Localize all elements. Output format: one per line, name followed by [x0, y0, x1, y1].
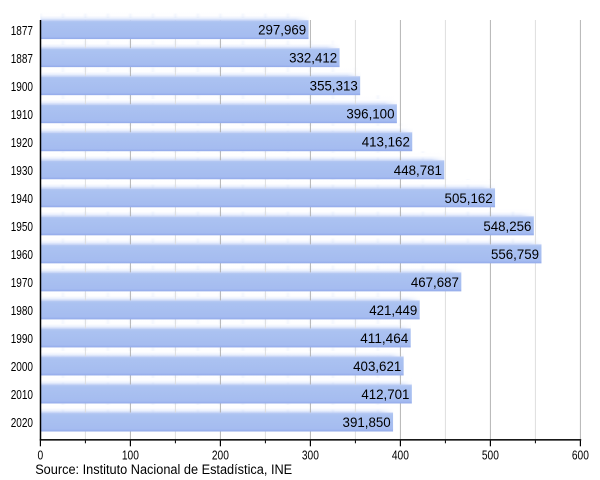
svg-text:355,313: 355,313: [310, 78, 358, 94]
svg-text:297,969: 297,969: [258, 22, 306, 38]
svg-text:1980: 1980: [11, 304, 33, 318]
svg-text:1930: 1930: [11, 164, 33, 178]
svg-text:600: 600: [572, 448, 589, 463]
svg-text:332,412: 332,412: [289, 50, 337, 66]
svg-text:100: 100: [122, 448, 139, 463]
svg-text:411,464: 411,464: [360, 330, 408, 346]
svg-text:1887: 1887: [11, 52, 33, 66]
svg-text:505,162: 505,162: [445, 190, 493, 206]
svg-text:421,449: 421,449: [369, 302, 417, 318]
svg-text:1940: 1940: [11, 192, 33, 206]
svg-text:1970: 1970: [11, 276, 33, 290]
svg-text:Source: Instituto Nacional de: Source: Instituto Nacional de Estadístic…: [35, 462, 292, 478]
svg-text:2020: 2020: [11, 416, 33, 430]
svg-text:413,162: 413,162: [362, 134, 410, 150]
svg-text:1877: 1877: [11, 24, 33, 38]
svg-text:403,621: 403,621: [353, 358, 401, 374]
svg-text:500: 500: [482, 448, 499, 463]
svg-text:2000: 2000: [11, 360, 33, 374]
svg-text:548,256: 548,256: [483, 218, 531, 234]
svg-text:300: 300: [302, 448, 319, 463]
svg-text:1920: 1920: [11, 136, 33, 150]
svg-text:467,687: 467,687: [411, 274, 459, 290]
svg-text:1960: 1960: [11, 248, 33, 262]
svg-text:1910: 1910: [11, 108, 33, 122]
svg-text:1990: 1990: [11, 332, 33, 346]
svg-text:391,850: 391,850: [343, 414, 391, 430]
svg-text:556,759: 556,759: [491, 246, 539, 262]
svg-text:396,100: 396,100: [346, 106, 394, 122]
svg-text:2010: 2010: [11, 388, 33, 402]
svg-text:0: 0: [38, 448, 44, 463]
svg-text:448,781: 448,781: [394, 162, 442, 178]
svg-text:200: 200: [212, 448, 229, 463]
svg-text:400: 400: [392, 448, 409, 463]
svg-text:1950: 1950: [11, 220, 33, 234]
svg-text:1900: 1900: [11, 80, 33, 94]
svg-text:412,701: 412,701: [361, 386, 409, 402]
